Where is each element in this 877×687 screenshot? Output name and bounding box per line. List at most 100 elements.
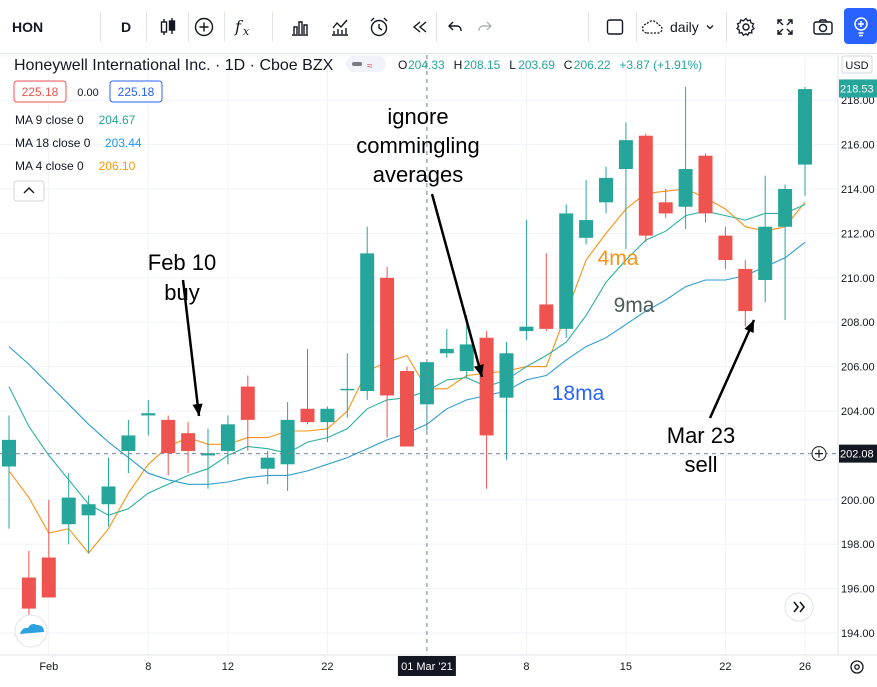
candle-down <box>380 266 395 438</box>
price-tick-label: 204.00 <box>841 406 875 418</box>
candles-icon <box>160 18 176 35</box>
candle-body <box>201 453 215 456</box>
annotation-mar23-sell: Mar 23 sell <box>667 423 735 477</box>
candle-body <box>380 277 395 396</box>
chart-type-button[interactable] <box>150 8 186 46</box>
candle-body <box>280 419 295 465</box>
candle-body <box>778 189 793 227</box>
candle-down <box>240 375 255 451</box>
alert-button[interactable] <box>360 8 398 46</box>
candle-up <box>360 226 375 400</box>
ohlc-3: 208.15 <box>464 58 501 72</box>
buy-price: 225.18 <box>118 85 155 99</box>
price-tick-label: 208.00 <box>841 317 875 329</box>
candle-body <box>798 89 812 165</box>
candle-down <box>41 499 56 598</box>
toolbar-divider <box>146 12 147 42</box>
candle-body <box>181 433 196 451</box>
annotation-ignore-averages-line: commingling <box>356 133 480 158</box>
candle-down <box>400 366 414 447</box>
annotation-ignore-averages-line: ignore <box>387 104 448 129</box>
templates-button[interactable] <box>282 8 318 46</box>
currency-badge-border <box>841 55 873 74</box>
price-tick-label: 198.00 <box>841 539 875 551</box>
toolbar-divider <box>726 12 727 42</box>
annotation-ignore-arrow-head <box>473 364 484 377</box>
sell-button[interactable]: 225.18 <box>13 80 67 103</box>
fullscreen-layout-button[interactable] <box>596 8 634 46</box>
snapshot-button[interactable] <box>806 8 840 46</box>
symbol-search-button[interactable]: HON <box>6 8 64 46</box>
price-tick-label: 206.00 <box>841 362 875 374</box>
ma-legend-value: 204.67 <box>99 113 136 127</box>
candles <box>2 86 812 631</box>
candle-down <box>479 331 494 489</box>
toolbar-divider <box>588 12 589 42</box>
camera-icon <box>813 19 833 35</box>
candle-body <box>340 388 355 391</box>
candle-down <box>181 422 196 474</box>
delayed-data-icon: ≈ <box>367 61 373 72</box>
layout-dropdown[interactable]: daily <box>640 8 722 46</box>
candle-body <box>360 253 375 392</box>
candle-up <box>678 86 693 229</box>
replay-button[interactable] <box>402 8 438 46</box>
candle-up <box>499 342 514 460</box>
buy-button[interactable]: 225.18 <box>109 80 163 103</box>
interval-label: D <box>120 19 132 35</box>
undo-button[interactable] <box>438 8 472 46</box>
redo-button[interactable] <box>468 8 502 46</box>
annotation-ignore-arrow <box>430 193 484 378</box>
candle-down <box>718 226 733 269</box>
strategy-button[interactable] <box>322 8 358 46</box>
ma-legend-label: MA 4 close 0 <box>15 159 84 173</box>
svg-text:f: f <box>234 17 244 36</box>
toolbar-divider <box>100 12 101 42</box>
annotation-feb10-buy-line: Feb 10 <box>148 250 217 275</box>
candle-down <box>638 133 653 243</box>
fullscreen-button[interactable] <box>766 8 804 46</box>
crosshair-price-label: 202.08 <box>840 449 874 461</box>
candle-up <box>758 175 773 303</box>
plus-circle-icon <box>194 17 214 37</box>
redo-icon <box>478 21 492 31</box>
publish-button[interactable] <box>844 8 877 44</box>
candle-body <box>678 169 693 207</box>
candle-down <box>161 415 176 476</box>
candle-body <box>300 408 315 423</box>
ma-legend-label: MA 18 close 0 <box>15 136 91 150</box>
candle-body <box>738 268 753 312</box>
candle-body <box>519 326 534 332</box>
annotation-sell-arrow <box>708 319 756 419</box>
candle-up <box>101 457 116 527</box>
price-tick-label: 210.00 <box>841 273 875 285</box>
candle-body <box>559 213 574 329</box>
candle-up <box>121 419 136 474</box>
scroll-to-realtime-button[interactable] <box>784 592 814 622</box>
candle-body <box>599 177 613 203</box>
chart-grid <box>0 55 838 655</box>
interval-button[interactable]: D <box>108 8 144 46</box>
price-tick-label: 214.00 <box>841 184 875 196</box>
time-tick-label: 8 <box>145 661 151 673</box>
settings-button[interactable] <box>728 8 764 46</box>
toolbar-divider <box>272 12 273 42</box>
candle-body <box>141 413 156 416</box>
chart-lines-icon <box>332 19 348 36</box>
sell-button-border <box>13 80 67 103</box>
ohlc-2: H <box>454 58 463 72</box>
candle-body <box>220 424 235 451</box>
candle-up <box>459 315 474 378</box>
currency-label: USD <box>845 60 868 72</box>
candle-body <box>638 135 653 236</box>
compare-button[interactable] <box>186 8 222 46</box>
collapse-legend-button[interactable] <box>13 180 45 202</box>
time-tick-label: 12 <box>222 661 234 673</box>
candle-down <box>300 348 315 425</box>
candle-up <box>599 166 613 214</box>
candle-up <box>260 450 275 485</box>
ohlc-5: 203.69 <box>518 58 555 72</box>
candle-down <box>539 253 554 332</box>
